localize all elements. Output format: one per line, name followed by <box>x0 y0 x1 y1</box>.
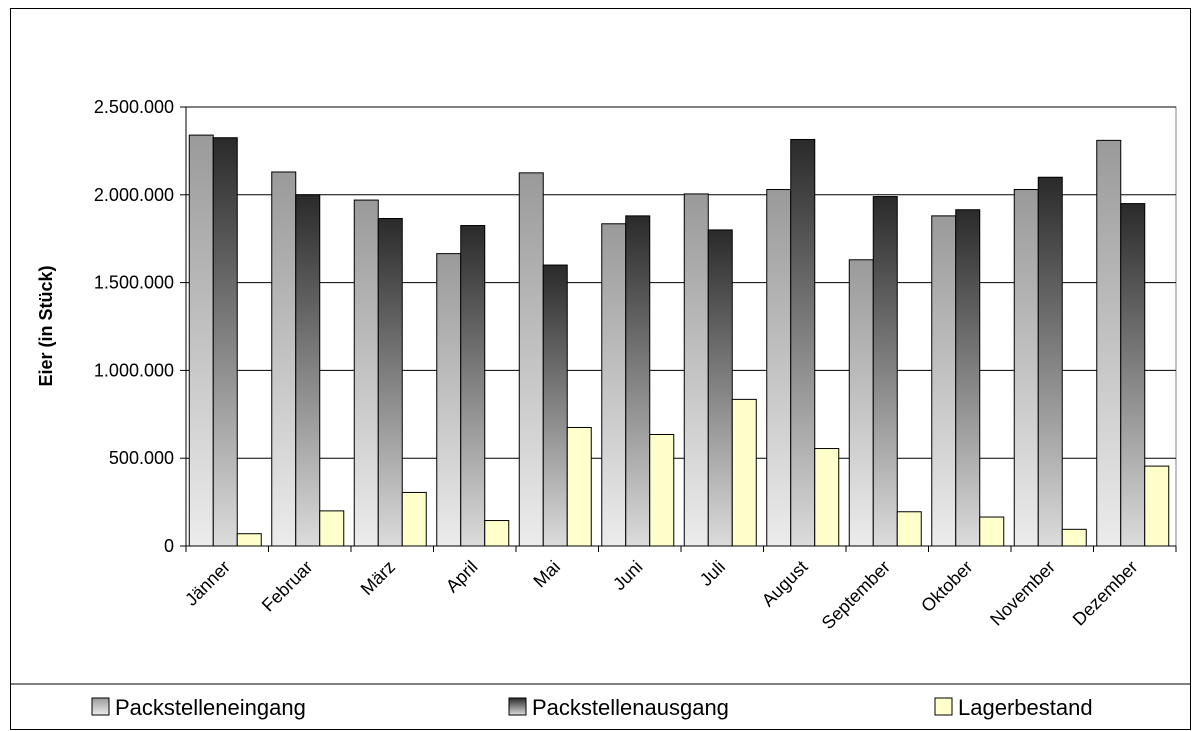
bar-packstellenausgang-september <box>872 196 898 547</box>
legend-swatch <box>934 697 953 716</box>
bar-lagerbestand-juli <box>731 398 757 547</box>
y-axis-label: Eier (in Stück) <box>36 265 56 386</box>
bar-lagerbestand-april <box>484 520 510 547</box>
bar-packstelleneingang-juni <box>601 223 627 547</box>
bar-packstellenausgang-mai <box>542 264 568 547</box>
bar-packstellenausgang-juni <box>625 215 651 547</box>
bar-lagerbestand-dezember <box>1144 465 1170 547</box>
bar-packstellenausgang-august <box>790 138 816 547</box>
x-tick-labels: Jänner Februar März April Mai Juni Juli August S… <box>181 557 1142 633</box>
y-tick-labels: 0 500.000 1.000.000 1.500.000 2.000.000 2.500… <box>94 97 174 556</box>
bar-packstellenausgang-dezember <box>1120 203 1146 547</box>
x-tick-label: Dezember <box>1069 557 1142 630</box>
bar-packstellenausgang-oktober <box>955 209 981 547</box>
y-tick-label: 2.500.000 <box>94 97 174 117</box>
x-tick-label: Juli <box>696 557 729 590</box>
legend-label: Lagerbestand <box>958 695 1093 720</box>
x-tick-label: Jänner <box>181 557 234 610</box>
legend: Packstelleneingang Packstellenausgang Lage… <box>91 695 1093 720</box>
x-tick-label: September <box>818 557 894 633</box>
bar-packstelleneingang-august <box>766 189 792 547</box>
bar-packstelleneingang-april <box>436 253 462 547</box>
bar-packstelleneingang-mai <box>518 172 544 547</box>
x-tick-label: Mai <box>529 557 564 592</box>
bar-packstelleneingang-juli <box>683 193 709 547</box>
y-tick-label: 2.000.000 <box>94 185 174 205</box>
x-tick-label: Oktober <box>917 557 976 616</box>
bar-lagerbestand-mai <box>566 426 592 547</box>
y-tick-label: 500.000 <box>109 448 174 468</box>
bars <box>188 134 1170 547</box>
gridlines <box>180 106 1176 547</box>
bar-packstellenausgang-jänner <box>212 137 238 547</box>
bar-lagerbestand-juni <box>649 433 675 547</box>
bar-packstellenausgang-februar <box>295 194 321 547</box>
bar-lagerbestand-august <box>814 448 840 547</box>
x-tick-label: Februar <box>258 557 317 616</box>
bar-packstelleneingang-märz <box>353 199 379 547</box>
plot-area <box>185 106 1177 547</box>
bar-lagerbestand-september <box>896 511 922 547</box>
x-tick-label: März <box>357 557 399 599</box>
legend-swatch <box>508 697 527 716</box>
bar-packstelleneingang-oktober <box>931 215 957 547</box>
bar-packstelleneingang-jänner <box>188 134 214 547</box>
x-tick-label: August <box>758 557 812 611</box>
y-tick-label: 0 <box>164 536 174 556</box>
bar-packstelleneingang-dezember <box>1096 139 1122 547</box>
bar-lagerbestand-februar <box>319 510 345 547</box>
bar-packstellenausgang-märz <box>377 218 403 547</box>
axes <box>185 107 1177 552</box>
bar-lagerbestand-oktober <box>979 516 1005 547</box>
legend-label: Packstelleneingang <box>115 695 306 720</box>
bar-packstellenausgang-juli <box>707 229 733 547</box>
bar-lagerbestand-jänner <box>236 533 262 547</box>
bar-packstellenausgang-april <box>460 225 486 547</box>
bar-lagerbestand-märz <box>401 491 427 547</box>
bar-packstelleneingang-februar <box>271 171 297 547</box>
x-tick-label: Juni <box>609 557 646 594</box>
y-tick-label: 1.000.000 <box>94 360 174 380</box>
legend-label: Packstellenausgang <box>532 695 729 720</box>
plot-background <box>185 106 1177 547</box>
legend-swatch <box>91 697 110 716</box>
x-tick-label: November <box>986 557 1059 630</box>
x-tick-label: April <box>442 557 482 597</box>
y-tick-label: 1.500.000 <box>94 273 174 293</box>
bar-packstellenausgang-november <box>1037 176 1063 547</box>
bar-packstelleneingang-september <box>848 259 874 547</box>
bar-lagerbestand-november <box>1061 528 1087 547</box>
bar-packstelleneingang-november <box>1013 189 1039 547</box>
